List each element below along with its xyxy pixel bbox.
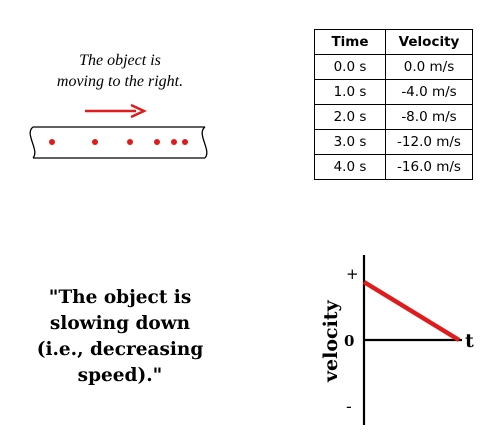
position-dot	[92, 139, 98, 145]
plus-label: +	[346, 265, 359, 283]
statement-text: "The object is slowing down (i.e., decre…	[25, 285, 215, 389]
position-dot	[171, 139, 177, 145]
velocity-cell: -8.0 m/s	[385, 104, 473, 130]
velocity-cell: -16.0 m/s	[385, 154, 473, 180]
position-dots	[49, 139, 188, 145]
table-row: 1.0 s -4.0 m/s	[314, 79, 473, 105]
position-dot	[49, 139, 55, 145]
statement-line3: (i.e., decreasing	[36, 339, 204, 360]
statement-line2: slowing down	[49, 313, 191, 334]
table-header-row: Time Velocity	[314, 29, 473, 55]
motion-caption: The object is moving to the right.	[30, 50, 210, 92]
zero-label: 0	[344, 332, 354, 350]
direction-arrow	[85, 103, 147, 119]
position-dot	[154, 139, 160, 145]
table-row: 4.0 s -16.0 m/s	[314, 154, 473, 180]
statement-line1: "The object is	[48, 287, 192, 308]
motion-caption-line1: The object is	[79, 52, 161, 69]
statement-line4: speed)."	[77, 365, 163, 386]
velocity-line	[362, 280, 461, 342]
x-axis-label: t	[465, 330, 474, 352]
velocity-table: Time Velocity 0.0 s 0.0 m/s 1.0 s -4.0 m…	[314, 29, 473, 180]
y-axis-label: velocity	[320, 299, 342, 383]
ticker-tape	[29, 126, 208, 159]
time-cell: 4.0 s	[314, 154, 386, 180]
velocity-cell: -4.0 m/s	[385, 79, 473, 105]
time-cell: 1.0 s	[314, 79, 386, 105]
velocity-cell: 0.0 m/s	[385, 54, 473, 80]
position-dot	[182, 139, 188, 145]
table-row: 2.0 s -8.0 m/s	[314, 104, 473, 130]
motion-caption-line2: moving to the right.	[56, 73, 184, 90]
velocity-cell: -12.0 m/s	[385, 129, 473, 155]
table-row: 0.0 s 0.0 m/s	[314, 54, 473, 80]
minus-label: -	[346, 397, 352, 416]
position-dot	[127, 139, 133, 145]
